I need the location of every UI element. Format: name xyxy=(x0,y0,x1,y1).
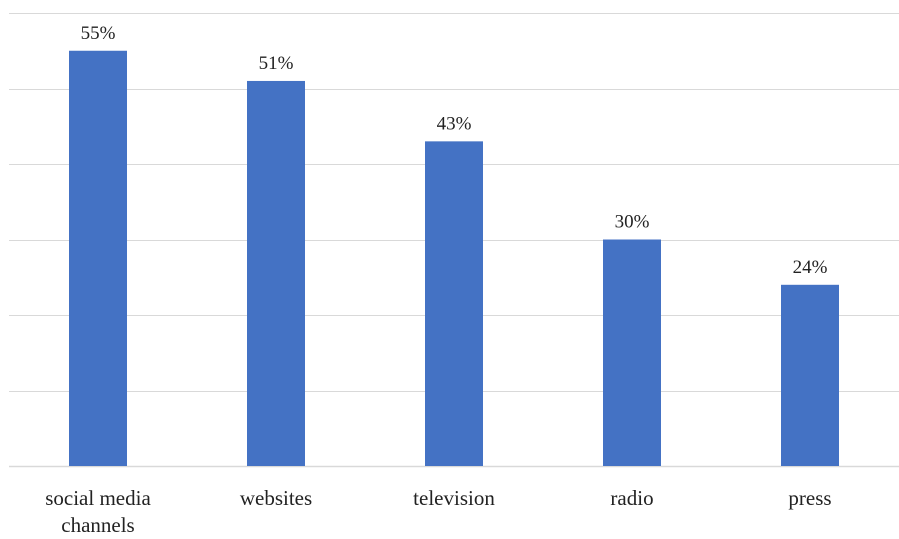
bar-0 xyxy=(69,50,127,466)
x-tick-label-4: press xyxy=(788,486,831,510)
x-axis-tick-labels: social media channels websites television ra… xyxy=(45,486,831,537)
x-tick-label-line: websites xyxy=(240,486,312,510)
x-tick-label-line: channels xyxy=(61,513,134,537)
data-label-4: 24% xyxy=(793,257,828,278)
x-tick-label-0: social media channels xyxy=(45,486,151,537)
data-label-2: 43% xyxy=(437,113,472,134)
data-labels: 55% 51% 43% 30% 24% xyxy=(81,23,828,278)
data-label-3: 30% xyxy=(615,212,650,233)
bars xyxy=(69,50,839,466)
x-tick-label-2: television xyxy=(413,486,495,510)
bar-2 xyxy=(425,141,483,466)
x-tick-label-line: radio xyxy=(610,486,653,510)
x-tick-label-line: television xyxy=(413,486,495,510)
x-tick-label-3: radio xyxy=(610,486,653,510)
data-label-0: 55% xyxy=(81,23,116,44)
bar-4 xyxy=(781,284,839,466)
x-tick-label-1: websites xyxy=(240,486,312,510)
x-tick-label-line: press xyxy=(788,486,831,510)
bar-1 xyxy=(247,80,305,466)
bar-3 xyxy=(603,239,661,466)
data-label-1: 51% xyxy=(259,53,294,74)
x-tick-label-line: social media xyxy=(45,486,151,510)
